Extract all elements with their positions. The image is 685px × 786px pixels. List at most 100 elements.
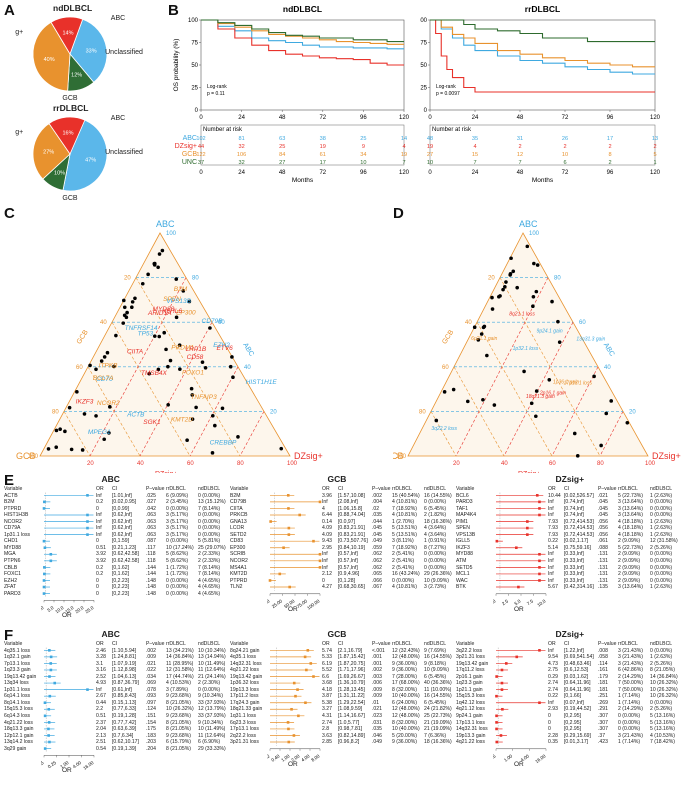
pie-slice-percent: 12%: [71, 72, 82, 78]
risk-row-label: DZsig+: [175, 143, 197, 150]
forest-point: [278, 572, 282, 576]
forest-axis-label: OR: [514, 760, 524, 768]
forest-cell: 0 (0.00%): [650, 505, 673, 512]
ternary-point: [122, 298, 126, 303]
forest-cell: EP300: [230, 544, 246, 551]
forest-cell: rrDLBCL: [166, 486, 186, 492]
forest-cell: 13 (14.94%): [198, 654, 226, 661]
forest-point: [515, 655, 519, 659]
forest-cell: 7 (6.36%): [424, 732, 447, 739]
ternary-point: [599, 443, 603, 448]
ternary-point: [174, 277, 179, 281]
forest-cell: 10 (11.49%): [198, 726, 226, 733]
forest-row: 17p11.2 loss 3.87 [1.31,11.22] .009 10 (40.0…: [230, 693, 456, 700]
grid-line-gcb: [63, 411, 91, 457]
forest-row: MS4A1 Inf [0.57,Inf] .062 2 (5.41%) 0 (0.00%): [230, 565, 456, 572]
forest-cell: [0,2.23]: [112, 590, 129, 597]
forest-cell: 14q32.31 loss: [230, 660, 262, 667]
forest-cell: 2 (5.41%): [392, 551, 415, 558]
forest-cell: 21 (19.09%): [424, 719, 452, 726]
forest-row: PARD3 0 [0,2.23] .148 0 (0.00%) 4 (4.65%): [4, 591, 230, 598]
ternary-point: [479, 332, 484, 336]
forest-cell: 7 (18.42%): [650, 739, 675, 746]
forest-cell: .021: [146, 660, 156, 667]
ternary-gene-label: KMT2D: [171, 416, 193, 423]
forest-cell: 2 (9.09%): [618, 577, 641, 584]
forest-cell: Inf: [96, 518, 102, 525]
ternary-point: [534, 289, 539, 294]
forest-cell: [1.07,9.19]: [112, 660, 137, 667]
forest-cell: OR: [96, 641, 104, 647]
forest-row: 18q21.33 gain 3.27 [1.08,9.59] .021 12 (48.0…: [230, 706, 456, 713]
forest-row: 1p21.1 gain 2.74 [0.64,11.96] .181 7 (50.00%…: [456, 687, 682, 694]
axis-caption-abc: ABC: [602, 342, 616, 358]
forest-cell: 12 (48.00%): [392, 713, 420, 720]
forest-group-dzsig: DZsig+ Variable OR CI P–value rrDLBCL ndDLBCL B…: [456, 474, 685, 624]
km-annotation-pvalue: p = 0.11: [207, 91, 225, 97]
risk-value: 19: [427, 144, 433, 150]
ternary-gene-label: PRDM1: [171, 344, 194, 351]
forest-row: 19q13.42 gain 4.73 [0.48,63.46] .114 3 (21.4…: [456, 661, 682, 668]
forest-point: [49, 559, 53, 563]
pie-slice-percent: 16%: [62, 131, 73, 137]
forest-cell: SETD5: [456, 564, 473, 571]
forest-cell: 0.54: [96, 745, 106, 752]
forest-cell: Inf: [96, 492, 102, 499]
forest-cell: 0.2: [96, 499, 104, 506]
forest-cell: 0.51: [96, 713, 106, 720]
forest-point: [47, 721, 51, 724]
ternary-point: [146, 272, 150, 277]
risk-value: 48: [427, 136, 433, 142]
forest-tick-label: 0.25: [493, 753, 497, 762]
km-curve-dzsig: [201, 19, 404, 66]
ternary-point: [535, 263, 540, 267]
forest-cell: 12 (31.58%): [650, 538, 678, 545]
forest-row: CIITA 4 [1.06,15.8] .02 7 (18.92%) 6 (5.45%): [230, 506, 456, 513]
forest-cell: MCL1: [456, 571, 470, 578]
forest-cell: .035: [372, 726, 382, 733]
forest-cell: 19q13.42 gain: [456, 660, 489, 667]
forest-point: [526, 520, 529, 523]
forest-cell: [0.02,526.57]: [564, 492, 594, 499]
forest-table: Variable OR CI P–value rrDLBCL ndDLBCL 4q35.1 …: [4, 641, 230, 752]
forest-row: PIM1 7.93 [0.72,414.53] .056 4 (18.18%) 1 (2.…: [456, 519, 682, 526]
forest-cell: 0 (0.00%): [392, 577, 415, 584]
forest-point: [42, 507, 46, 510]
risk-value: 102: [196, 136, 205, 142]
pie-slice-abc: [69, 18, 108, 83]
forest-row: 4q35.1 loss 2.46 [1.10,5.94] .002 13 (34.21%…: [4, 648, 230, 655]
forest-point: [517, 585, 520, 589]
forest-row: TLN2 4.27 [0.68,30.65] .067 4 (10.81%) 3 (2.7…: [230, 584, 456, 591]
ternary-gene-label: TNFRSF14: [125, 325, 158, 332]
ternary-point: [46, 447, 51, 451]
ternary-gene-label: IKZF3: [76, 399, 94, 406]
forest-row: 6q23.3 loss 2.74 [1.0,5.77] .031 8 (32.00%) 2…: [230, 720, 456, 727]
forest-point: [318, 552, 322, 556]
forest-cell: 0: [96, 584, 99, 591]
forest-cell: Variable: [230, 486, 249, 492]
ternary-point: [230, 355, 234, 359]
forest-cell: 24 (21.82%): [424, 706, 452, 713]
forest-cell: HIST1H3B: [4, 512, 29, 519]
km-curve-abc: [430, 19, 655, 75]
ternary-gene-label: 13q31.3 gain: [576, 336, 605, 342]
forest-cell: 14q32.31 loss: [456, 726, 488, 733]
forest-cell: .045: [372, 525, 382, 532]
forest-row: 1p36.32 loss 3.68 [1.36,10.79] .006 17 (68.0…: [230, 680, 456, 687]
forest-cell: Inf: [96, 531, 102, 538]
forest-cell: Variable: [230, 641, 249, 647]
forest-cell: 3.96: [322, 492, 332, 499]
forest-cell: ndDLBCL: [424, 641, 447, 647]
forest-cell: .117: [146, 544, 156, 551]
forest-cell: .063: [146, 512, 156, 519]
forest-cell: [0.87,36.79]: [112, 680, 139, 687]
forest-cell: 12p12.1 gain: [4, 732, 34, 739]
risk-value: 7: [473, 160, 476, 166]
forest-cell: 9 (23.68%): [166, 713, 191, 720]
forest-cell: Inf: [548, 564, 554, 571]
ternary-point: [550, 299, 554, 304]
risk-value: 38: [320, 136, 326, 142]
risk-x-tick: 0: [428, 170, 432, 176]
forest-cell: .37: [598, 732, 606, 739]
